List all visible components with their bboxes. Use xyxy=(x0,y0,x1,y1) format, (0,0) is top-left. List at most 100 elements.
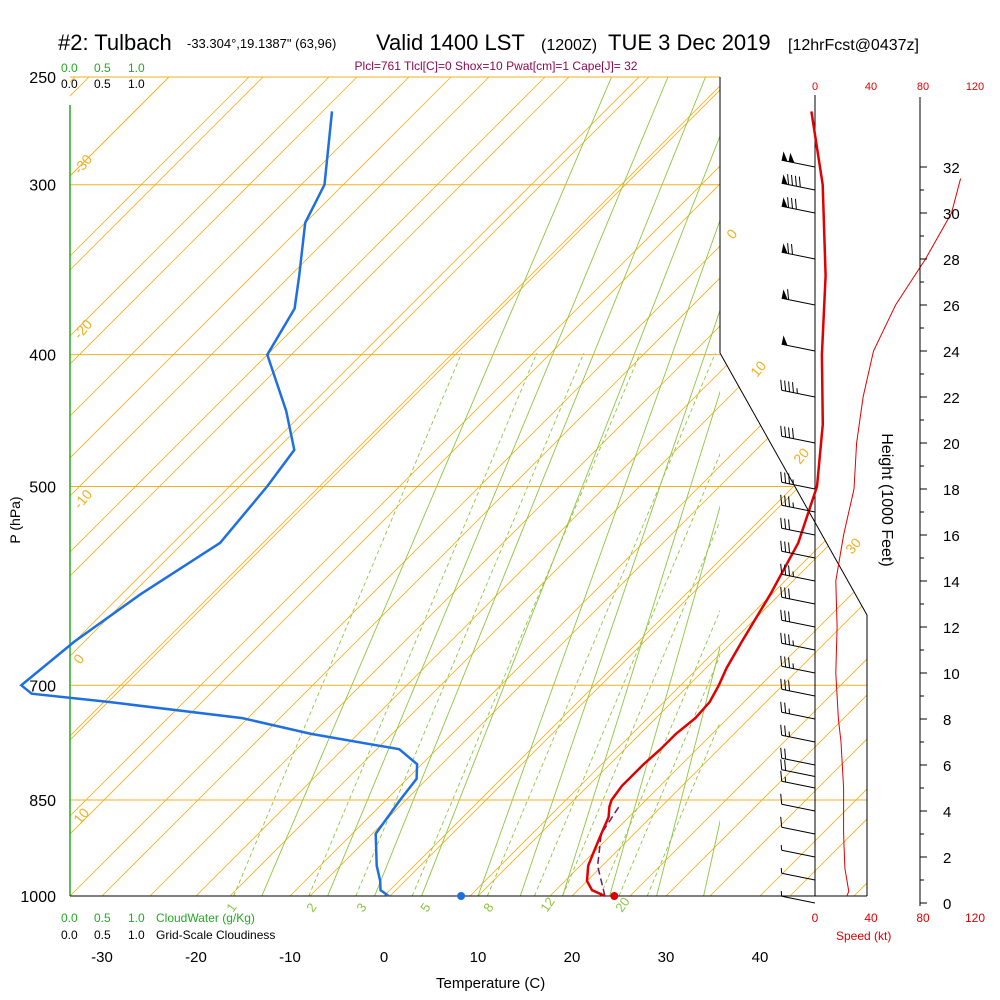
barb-pennant xyxy=(781,174,788,185)
isotherm-line xyxy=(70,77,264,896)
barb-flag xyxy=(784,760,787,771)
barb-flag xyxy=(784,633,787,645)
cloudiness-top-1: 1.0 xyxy=(128,77,145,91)
barb-staff xyxy=(781,688,816,697)
adiabat-line xyxy=(70,77,741,896)
barb-flag xyxy=(784,587,787,599)
cloudiness-label: Grid-Scale Cloudiness xyxy=(156,928,275,942)
barb-flag xyxy=(780,724,783,736)
barb-flag xyxy=(780,563,783,575)
adiabat-line xyxy=(629,77,867,896)
barb-flag xyxy=(784,748,787,760)
barb-pennant xyxy=(781,335,788,346)
barb-pennant xyxy=(781,243,788,254)
barb-staff xyxy=(781,159,816,168)
barb-flag xyxy=(788,381,791,392)
adiabat-line xyxy=(70,77,501,896)
barb-staff xyxy=(781,780,816,789)
barb-flag xyxy=(784,380,787,392)
barb-flag xyxy=(784,725,787,737)
moist-adiabat-line xyxy=(656,645,720,896)
height-tick-label: 28 xyxy=(943,252,960,269)
pressure-tick-label: 250 xyxy=(29,70,56,87)
barb-flag xyxy=(784,702,787,714)
wind-barb xyxy=(780,609,816,628)
barb-flag xyxy=(787,174,790,185)
mixing-ratio-lines xyxy=(233,77,720,896)
forecast-info: [12hrFcst@0437z] xyxy=(788,37,919,54)
dewpoint-line xyxy=(19,111,419,898)
isotherm-line xyxy=(70,77,452,896)
wind-barb xyxy=(780,867,816,881)
temperature-line xyxy=(585,111,827,898)
height-tick-label: 12 xyxy=(943,620,960,637)
height-tick-label: 6 xyxy=(943,758,951,775)
isotherm-label: 0 xyxy=(723,226,740,242)
barb-staff xyxy=(781,642,816,651)
barb-flag xyxy=(787,197,790,208)
barb-staff xyxy=(781,205,816,214)
barb-flag xyxy=(780,747,783,759)
wind-barb xyxy=(781,243,816,260)
barb-flag xyxy=(791,197,793,209)
barb-flag xyxy=(788,427,791,438)
height-tick-label: 30 xyxy=(943,206,960,223)
surface-dewpoint-dot xyxy=(457,892,466,900)
barb-staff xyxy=(781,550,816,559)
barb-flag xyxy=(784,610,787,622)
wind-barb xyxy=(780,379,816,398)
isotherm-line xyxy=(477,77,867,896)
barb-staff xyxy=(781,182,816,191)
barb-staff xyxy=(781,527,816,536)
height-tick-label: 32 xyxy=(943,160,960,177)
barb-flag xyxy=(792,382,794,393)
height-tick-label: 0 xyxy=(943,896,951,913)
height-tick-label: 26 xyxy=(943,298,960,315)
barb-flag xyxy=(780,770,783,782)
barb-staff xyxy=(781,872,816,881)
barb-flag xyxy=(787,289,790,300)
mixing-ratio-label: 12 xyxy=(537,894,558,914)
wind-barb xyxy=(780,770,816,789)
barb-flag xyxy=(787,243,790,254)
barb-flag xyxy=(780,701,783,713)
isotherm-label: 30 xyxy=(842,535,864,557)
barb-staff xyxy=(781,435,816,444)
height-axis-title: Height (1000 Feet) xyxy=(878,433,895,566)
barb-flag xyxy=(780,678,783,690)
valid-date: TUE 3 Dec 2019 xyxy=(608,30,771,55)
wind-barb xyxy=(780,816,816,835)
adiabat-line xyxy=(469,77,867,896)
isotherm-label: -20 xyxy=(70,316,95,342)
pressure-tick-label: 850 xyxy=(29,793,56,810)
mixing-ratio-line xyxy=(355,352,585,896)
wind-barb xyxy=(781,174,816,191)
wind-barb xyxy=(780,747,816,766)
valid-time: Valid 1400 LST xyxy=(376,30,525,55)
wind-barb xyxy=(780,759,816,777)
barb-staff xyxy=(781,573,816,582)
speed-tick-bottom: 80 xyxy=(916,911,930,925)
barb-flag xyxy=(788,473,791,484)
x-tick-label: -10 xyxy=(279,949,301,966)
barb-staff xyxy=(781,665,816,674)
y-axis-title: P (hPa) xyxy=(7,496,23,543)
barb-flag xyxy=(788,519,791,530)
barb-flag xyxy=(792,428,794,439)
barb-flag xyxy=(788,588,791,599)
adiabat-line xyxy=(149,77,867,896)
barb-staff xyxy=(781,826,816,835)
barb-flag xyxy=(788,611,791,622)
wind-barb xyxy=(781,289,816,306)
barb-flag xyxy=(788,565,791,576)
speed-tick-top: 40 xyxy=(865,81,877,93)
surface-temperature-dot xyxy=(610,892,619,900)
barb-staff xyxy=(781,803,816,812)
barb-pennant xyxy=(781,197,788,208)
pressure-tick-label: 1000 xyxy=(20,889,56,906)
adiabat-line xyxy=(70,77,261,896)
adiabat-line xyxy=(549,77,867,896)
barb-flag xyxy=(780,816,783,828)
wind-barb xyxy=(780,678,816,697)
